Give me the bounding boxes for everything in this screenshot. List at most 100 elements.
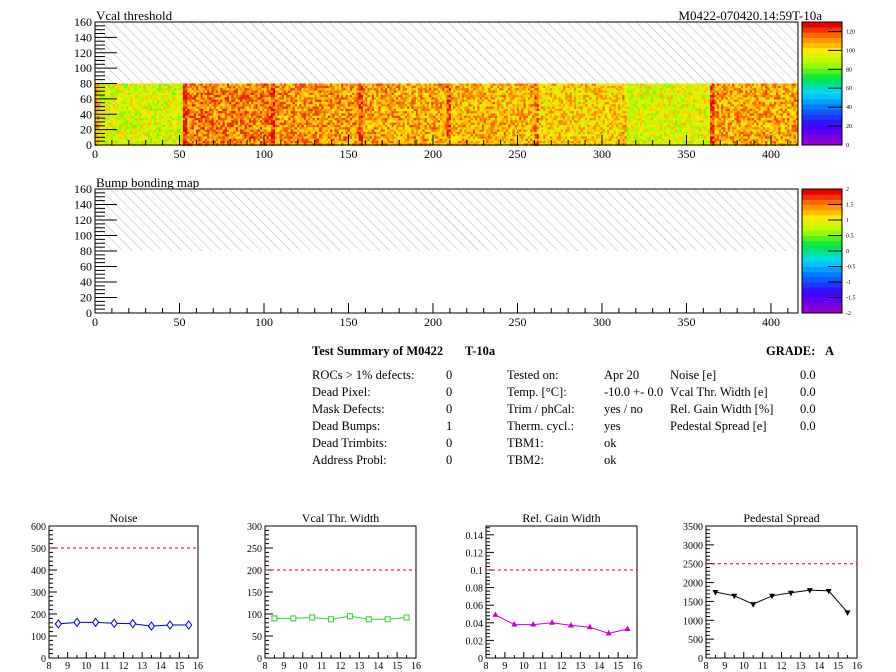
map-cell: [470, 90, 474, 93]
map-cell: [200, 131, 203, 135]
map-cell: [472, 124, 476, 128]
map-cell: [292, 85, 296, 89]
map-cell: [169, 120, 173, 123]
map-cell: [486, 131, 489, 135]
map-cell: [305, 118, 309, 121]
map-cell: [253, 136, 256, 139]
map-cell: [374, 106, 377, 110]
map-cell: [367, 106, 370, 110]
map-cell: [196, 97, 199, 100]
map-cell: [415, 129, 419, 133]
map-cell: [152, 99, 155, 103]
map-cell: [235, 104, 239, 107]
map-cell: [130, 95, 133, 98]
map-cell: [325, 92, 329, 96]
map-cell: [229, 108, 232, 112]
map-cell: [240, 99, 243, 103]
map-cell: [174, 118, 177, 121]
map-cell: [490, 134, 493, 137]
map-cell: [224, 136, 228, 139]
map-cell: [411, 85, 414, 89]
map-cell: [407, 104, 410, 107]
map-cell: [418, 95, 421, 98]
map-cell: [442, 104, 445, 107]
map-cell: [204, 92, 208, 96]
map-cell: [444, 106, 447, 110]
map-cell: [202, 115, 206, 119]
map-cell: [218, 124, 221, 128]
map-cell: [189, 115, 192, 119]
map-cell: [371, 136, 375, 139]
map-cell: [262, 104, 265, 107]
map-cell: [125, 99, 129, 103]
map-cell: [257, 92, 261, 96]
map-cell: [497, 122, 500, 126]
map-cell: [268, 120, 272, 123]
map-cell: [237, 99, 241, 103]
map-cell: [141, 127, 144, 130]
map-cell: [156, 88, 160, 91]
map-cell: [117, 95, 120, 98]
map-cell: [169, 134, 173, 137]
map-cell: [426, 111, 430, 114]
map-cell: [136, 92, 140, 96]
map-cell: [147, 141, 151, 144]
map-cell: [358, 136, 362, 139]
map-cell: [204, 138, 208, 142]
map-cell: [455, 122, 458, 126]
map-cell: [266, 88, 269, 91]
map-cell: [136, 88, 140, 91]
map-cell: [334, 127, 337, 130]
map-cell: [374, 101, 377, 105]
map-cell: [391, 85, 395, 89]
map-cell: [150, 122, 153, 126]
map-cell: [319, 97, 322, 100]
map-cell: [389, 95, 392, 98]
map-cell: [154, 108, 157, 112]
map-cell: [327, 111, 331, 114]
map-cell: [483, 113, 487, 116]
map-cell: [286, 92, 289, 96]
map-cell: [211, 138, 214, 142]
map-cell: [128, 90, 131, 93]
map-cell: [343, 97, 346, 100]
map-cell: [457, 118, 460, 121]
map-cell: [310, 120, 313, 123]
map-cell: [415, 108, 419, 112]
map-cell: [398, 122, 401, 126]
map-cell: [268, 118, 272, 121]
map-cell: [161, 99, 164, 103]
map-cell: [277, 88, 280, 91]
map-cell: [393, 92, 397, 96]
map-cell: [97, 111, 100, 114]
map-cell: [393, 104, 397, 107]
map-cell: [367, 85, 370, 89]
map-cell: [407, 118, 410, 121]
map-cell: [305, 115, 309, 119]
map-cell: [393, 99, 397, 103]
map-cell: [257, 88, 261, 91]
map-cell: [378, 92, 381, 96]
map-cell: [169, 108, 173, 112]
map-cell: [251, 122, 254, 126]
map-cell: [380, 124, 384, 128]
map-cell: [442, 127, 445, 130]
map-cell: [358, 101, 362, 105]
map-cell: [172, 99, 175, 103]
map-cell: [396, 101, 399, 105]
map-cell: [121, 108, 124, 112]
map-cell: [354, 134, 357, 137]
map-cell: [429, 108, 432, 112]
map-cell: [301, 127, 304, 130]
map-cell: [97, 129, 100, 133]
map-cell: [422, 131, 425, 135]
map-cell: [154, 104, 157, 107]
map-cell: [497, 136, 500, 139]
map-cell: [481, 99, 485, 103]
map-cell: [356, 99, 359, 103]
map-cell: [251, 92, 254, 96]
map-cell: [266, 113, 269, 116]
map-cell: [224, 85, 228, 89]
map-cell: [288, 131, 291, 135]
map-cell: [411, 111, 414, 114]
